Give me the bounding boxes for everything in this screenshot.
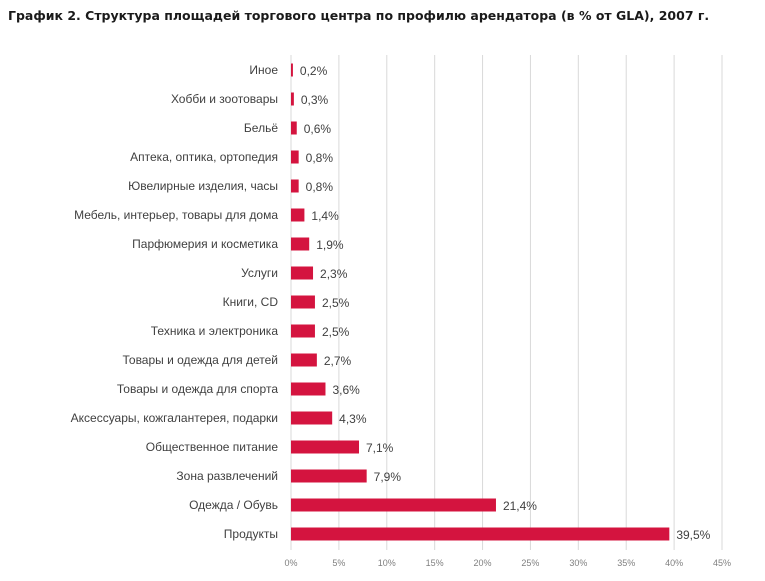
x-tick-label: 5% [332,558,345,568]
category-label: Зона развлечений [176,469,278,483]
bar [291,121,297,135]
bar [291,295,315,309]
data-label: 39,5% [676,528,710,542]
bar [291,411,333,425]
bar [291,150,299,164]
category-label: Услуги [241,266,278,280]
category-label: Иное [249,63,278,77]
category-label: Техника и электроника [151,324,279,338]
category-label: Книги, CD [223,295,279,309]
x-tick-label: 0% [284,558,297,568]
category-label: Ювелирные изделия, часы [128,179,278,193]
bar [291,498,496,512]
x-tick-label: 15% [426,558,444,568]
category-label: Общественное питание [146,440,279,454]
bar [291,324,315,338]
category-label: Продукты [224,527,278,541]
data-label: 0,6% [304,122,332,136]
bar [291,440,360,454]
data-label: 0,8% [306,180,334,194]
bar [291,92,294,106]
data-label: 7,9% [374,470,402,484]
category-label: Мебель, интерьер, товары для дома [74,208,278,222]
category-label: Парфюмерия и косметика [132,237,278,251]
bar [291,237,310,251]
x-tick-label: 30% [569,558,587,568]
x-tick-label: 20% [474,558,492,568]
x-tick-label: 25% [521,558,539,568]
data-label: 2,5% [322,325,350,339]
bar [291,266,314,280]
data-label: 1,4% [311,209,339,223]
category-label: Аптека, оптика, ортопедия [130,150,278,164]
bar [291,382,326,396]
bar [291,63,293,77]
category-label: Хобби и зоотовары [171,92,278,106]
data-label: 0,8% [306,151,334,165]
data-label: 2,7% [324,354,352,368]
bar [291,353,317,367]
data-label: 4,3% [339,412,367,426]
data-label: 3,6% [332,383,360,397]
category-label: Одежда / Обувь [189,498,278,512]
data-label: 2,5% [322,296,350,310]
x-tick-label: 40% [665,558,683,568]
data-label: 7,1% [366,441,394,455]
x-tick-label: 45% [713,558,731,568]
category-label: Товары и одежда для спорта [117,382,278,396]
data-label: 0,2% [300,64,328,78]
bar [291,179,299,193]
bar [291,527,670,541]
bar [291,469,367,483]
category-label: Бельё [244,121,278,135]
data-label: 0,3% [301,93,329,107]
bar [291,208,305,222]
chart-title: График 2. Структура площадей торгового ц… [8,8,710,23]
category-label: Товары и одежда для детей [123,353,279,367]
data-label: 2,3% [320,267,348,281]
category-label: Аксессуары, кожгалантерея, подарки [71,411,278,425]
x-tick-label: 10% [378,558,396,568]
data-label: 21,4% [503,499,537,513]
x-tick-label: 35% [617,558,635,568]
data-label: 1,9% [316,238,344,252]
